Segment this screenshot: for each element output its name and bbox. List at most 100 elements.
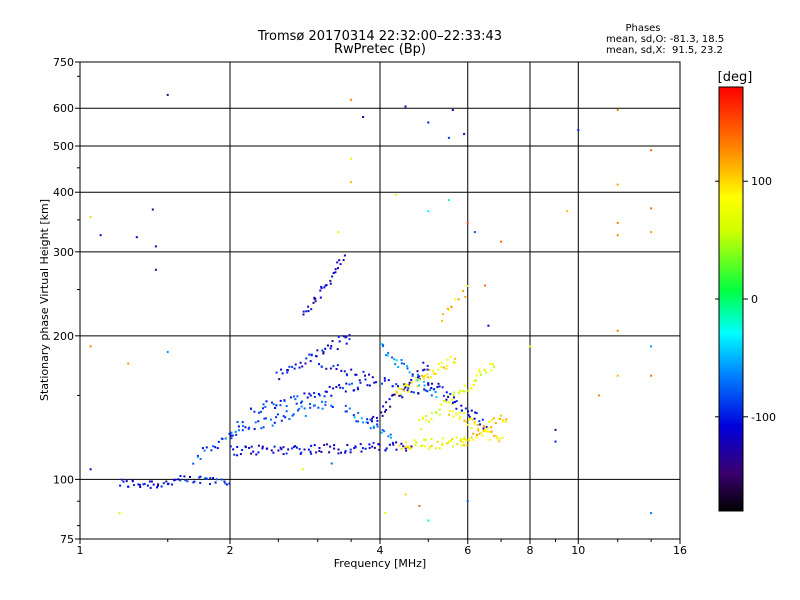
echo-point — [453, 361, 456, 364]
y-tick-label: 300 — [53, 246, 74, 259]
echo-point — [437, 382, 440, 385]
echo-point — [384, 512, 387, 515]
echo-point — [413, 391, 415, 394]
echo-point — [616, 183, 619, 186]
echo-point — [337, 448, 340, 451]
echo-point — [452, 415, 455, 418]
echo-point — [389, 405, 392, 408]
echo-point — [342, 259, 345, 262]
echo-point — [472, 384, 475, 387]
echo-point — [498, 437, 501, 440]
echo-point — [496, 437, 499, 440]
echo-point — [554, 440, 557, 443]
echo-point — [425, 438, 427, 441]
echo-point — [285, 405, 288, 407]
echo-point — [477, 427, 479, 430]
echo-point — [150, 480, 153, 483]
echo-point — [397, 366, 400, 368]
echo-point — [394, 363, 397, 366]
echo-point — [417, 376, 419, 379]
echo-point — [346, 444, 349, 446]
echo-point — [415, 376, 417, 379]
echo-point — [384, 410, 386, 413]
echo-point — [489, 431, 492, 433]
echo-point — [214, 446, 217, 449]
echo-point — [324, 284, 327, 287]
echo-point — [273, 445, 276, 448]
echo-point — [303, 392, 306, 395]
echo-point — [357, 420, 360, 423]
echo-point — [418, 504, 421, 507]
x-axis-ticks: 1 2 4 6 8 10 16 — [77, 539, 687, 557]
echo-point — [353, 447, 356, 450]
echo-point — [186, 480, 189, 483]
echo-point — [89, 468, 92, 471]
echo-point — [358, 379, 361, 382]
echo-point — [458, 411, 461, 414]
echo-point — [343, 370, 346, 373]
echo-point — [230, 437, 233, 440]
echo-point — [357, 412, 360, 414]
x-tick-label: 4 — [377, 544, 384, 557]
echo-point — [295, 446, 298, 449]
echo-point — [391, 356, 394, 359]
echo-point — [212, 445, 215, 448]
echo-point — [323, 395, 326, 398]
echo-point — [422, 417, 424, 420]
echo-point — [426, 373, 429, 376]
echo-point — [650, 149, 653, 152]
echo-point — [258, 411, 260, 414]
echo-point — [234, 430, 237, 433]
echo-point — [299, 361, 302, 364]
echo-point — [427, 376, 430, 379]
echo-point — [425, 415, 428, 417]
echo-point — [406, 367, 409, 370]
echo-point — [254, 421, 257, 424]
echo-point — [326, 390, 328, 393]
echo-point — [438, 408, 441, 411]
echo-point — [276, 413, 279, 416]
echo-point — [450, 440, 453, 442]
echo-point — [319, 296, 322, 299]
echo-point — [397, 385, 399, 388]
echo-point — [241, 429, 244, 432]
echo-point — [382, 405, 385, 408]
echo-point — [377, 443, 380, 446]
echo-point — [307, 310, 310, 313]
y-tick-label: 750 — [53, 56, 74, 69]
x-tick-label: 2 — [227, 544, 234, 557]
echo-point — [448, 308, 450, 311]
echo-point — [282, 453, 285, 456]
echo-point — [369, 418, 372, 421]
echo-point — [260, 427, 263, 430]
echo-point — [366, 384, 369, 387]
echo-point — [487, 324, 490, 327]
echo-point — [448, 409, 451, 412]
echo-point — [223, 480, 226, 483]
echo-point — [344, 410, 347, 413]
echo-point — [404, 105, 407, 108]
echo-point — [236, 421, 239, 423]
echo-point — [253, 428, 256, 430]
echo-point — [373, 446, 376, 449]
echo-point — [263, 417, 266, 420]
echo-point — [372, 425, 375, 428]
echo-point — [395, 390, 398, 393]
echo-point — [407, 445, 410, 448]
echo-point — [291, 365, 294, 368]
echo-point — [349, 448, 352, 451]
echo-point — [239, 453, 242, 456]
echo-point — [99, 234, 102, 237]
echo-point — [166, 93, 169, 96]
echo-point — [257, 451, 260, 454]
echo-point — [497, 417, 500, 420]
echo-point — [461, 390, 464, 393]
echo-point — [423, 368, 426, 371]
echo-point — [285, 410, 288, 413]
echo-point — [162, 482, 165, 485]
echo-point — [171, 483, 173, 486]
echo-point — [361, 447, 364, 450]
echo-point — [448, 440, 451, 443]
echo-point — [450, 305, 453, 308]
echo-point — [290, 396, 292, 399]
